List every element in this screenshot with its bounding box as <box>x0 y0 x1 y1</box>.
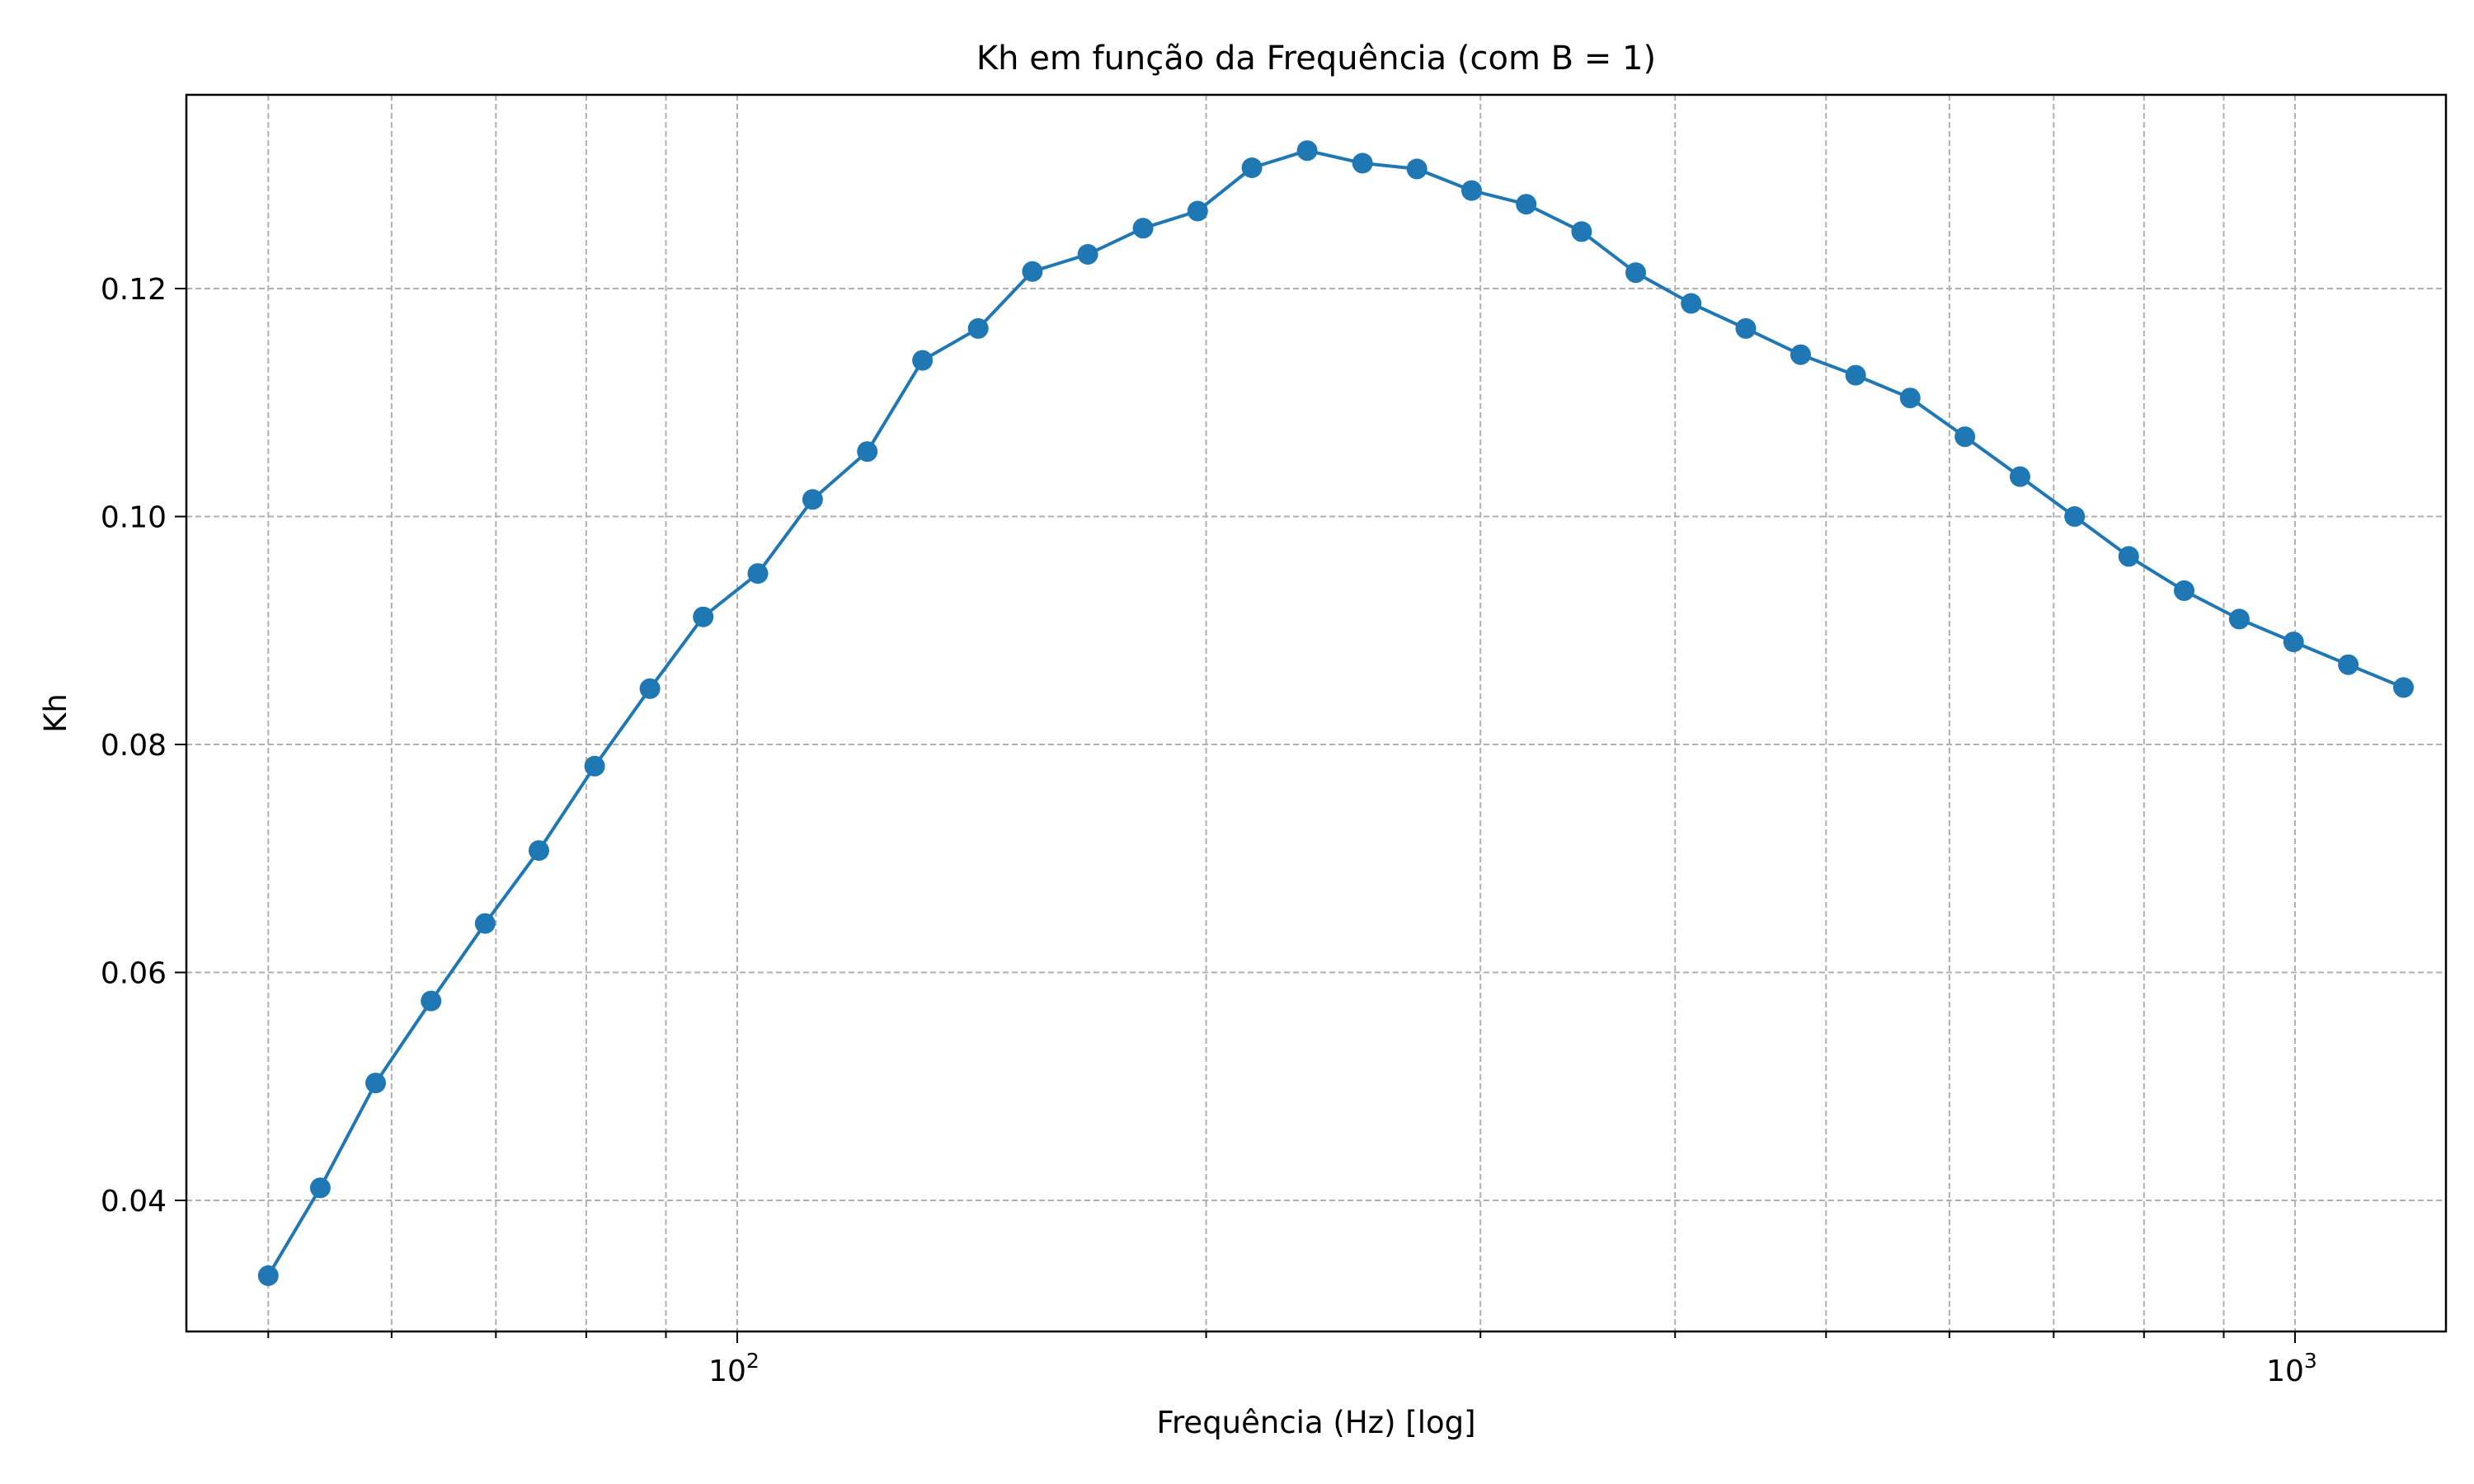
data-point <box>257 1265 279 1286</box>
data-point <box>1571 221 1592 242</box>
data-point <box>1022 261 1043 282</box>
y-tick-label: 0.08 <box>101 729 167 763</box>
data-point <box>2338 654 2359 675</box>
y-tick-label: 0.04 <box>101 1185 167 1219</box>
data-point <box>2064 506 2086 527</box>
data-point <box>639 678 661 699</box>
data-point <box>1899 387 1921 409</box>
x-axis-label: Frequência (Hz) [log] <box>1156 1405 1475 1440</box>
data-point <box>2174 580 2194 601</box>
x-tick-label-exponent: 3 <box>2304 1349 2317 1373</box>
chart-title: Kh em função da Frequência (com B = 1) <box>976 40 1656 77</box>
y-tick-label: 0.10 <box>101 501 167 535</box>
data-point <box>1187 200 1208 222</box>
data-point <box>1845 364 1866 386</box>
data-point <box>1406 158 1427 180</box>
data-point <box>1681 293 1702 314</box>
series-layer <box>257 140 2414 1286</box>
data-point <box>2393 677 2414 698</box>
x-tick-label: 102 <box>708 1349 760 1388</box>
data-point <box>1625 262 1646 284</box>
data-point <box>1241 157 1263 178</box>
data-point <box>2283 632 2304 653</box>
data-point <box>421 990 442 1012</box>
data-point <box>529 840 549 862</box>
data-point <box>2010 466 2030 487</box>
y-tick-label: 0.12 <box>101 273 167 307</box>
data-point <box>309 1177 331 1199</box>
series-line <box>266 148 2405 1277</box>
data-point <box>1790 344 1811 365</box>
y-tick-label: 0.06 <box>101 957 167 991</box>
data-point <box>2228 608 2250 630</box>
y-axis-label: Kh <box>38 693 73 733</box>
data-point <box>912 350 934 371</box>
data-point <box>1132 218 1154 239</box>
data-point <box>1461 180 1482 201</box>
data-point <box>693 606 714 627</box>
data-point <box>2118 546 2139 567</box>
plot-frame <box>185 93 2448 1333</box>
data-point <box>584 755 605 777</box>
data-point <box>474 913 496 934</box>
data-point <box>857 441 878 463</box>
y-axis: 0.04 0.06 0.08 0.10 0.12 <box>101 273 186 1219</box>
data-point <box>365 1073 386 1094</box>
data-point <box>1077 244 1098 265</box>
data-point <box>967 317 989 339</box>
data-point <box>1735 317 1757 339</box>
data-point <box>1954 426 1976 448</box>
data-point <box>1516 194 1537 215</box>
data-point <box>1352 153 1373 174</box>
data-point <box>747 563 769 585</box>
data-point <box>802 489 823 510</box>
data-point <box>1296 140 1318 162</box>
x-tick-label-exponent: 2 <box>746 1349 760 1373</box>
